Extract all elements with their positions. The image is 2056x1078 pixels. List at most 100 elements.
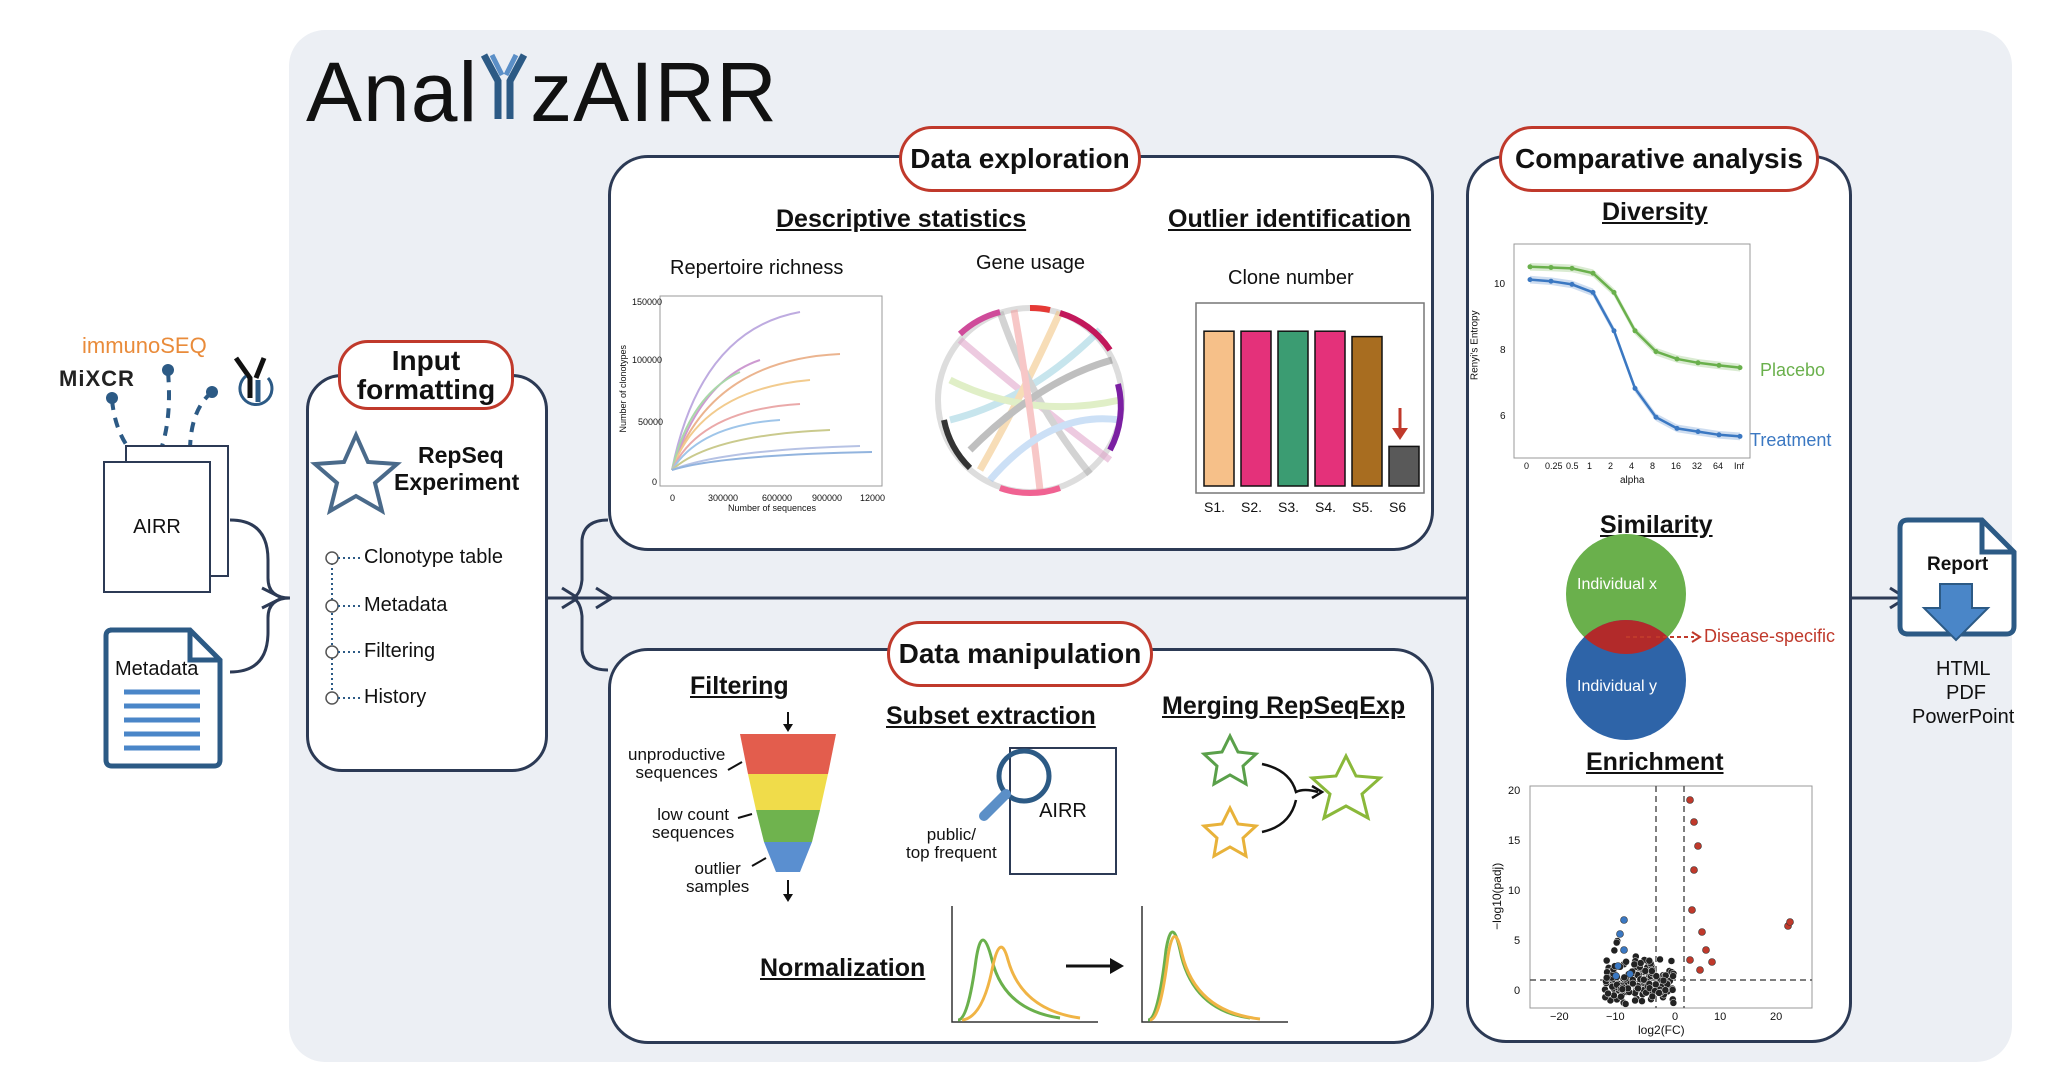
volcano-point — [1604, 989, 1612, 998]
placebo-point-6 — [1653, 349, 1659, 355]
subset-label-line2: top frequent — [906, 842, 997, 862]
div-xtick-7: 16 — [1671, 461, 1682, 471]
airr-doc-label: AIRR — [133, 515, 181, 538]
volcano-ytick-0: 20 — [1508, 785, 1521, 797]
treatment-point-10 — [1737, 433, 1743, 439]
placebo-point-1 — [1548, 264, 1554, 270]
volcano-xlabel: log2(FC) — [1638, 1023, 1685, 1037]
volcano-point — [1618, 985, 1627, 993]
richness-xtick-4: 12000 — [860, 493, 886, 503]
div-xtick-9: 64 — [1713, 461, 1724, 471]
mixcr-logo: MiXCR — [59, 366, 135, 391]
input-title-line2: formatting — [356, 374, 496, 405]
immunoseq-logo: immunoSEQ — [82, 333, 207, 358]
richness-title: Repertoire richness — [670, 257, 844, 279]
report-format-ppt: PowerPoint — [1912, 706, 2015, 728]
volcano-point-up — [1686, 796, 1694, 804]
volcano-xtick-4: 20 — [1770, 1011, 1783, 1023]
clone-xtick-2: S3. — [1278, 499, 1300, 515]
repseq-line2: Experiment — [394, 469, 520, 495]
volcano-point — [1669, 999, 1678, 1007]
similarity-heading: Similarity — [1600, 511, 1713, 539]
volcano-point — [1668, 986, 1677, 994]
richness-xtick-0: 0 — [670, 493, 676, 503]
div-xtick-0: 0 — [1524, 461, 1530, 471]
volcano-point-down — [1620, 916, 1628, 924]
volcano-ytick-2: 10 — [1508, 885, 1521, 897]
placebo-point-5 — [1632, 328, 1638, 334]
data-manipulation-title: Data manipulation — [887, 621, 1153, 687]
slot-metadata: Metadata — [364, 594, 448, 616]
data-exploration-title: Data exploration — [899, 126, 1141, 192]
volcano-point-up — [1696, 966, 1704, 974]
clone-bar-4 — [1314, 330, 1346, 487]
richness-ytick-2: 50000 — [638, 417, 664, 427]
filter-label-lowcount-line2: sequences — [652, 822, 735, 842]
volcano-point — [1634, 984, 1642, 993]
data-exploration-label: Data exploration — [910, 143, 1130, 175]
volcano-point-down — [1620, 946, 1628, 954]
volcano-ytick-1: 15 — [1508, 835, 1521, 847]
volcano-point-up — [1690, 866, 1698, 874]
volcano-point-up — [1686, 956, 1694, 964]
volcano-point — [1655, 989, 1663, 997]
clone-number-title: Clone number — [1228, 267, 1354, 289]
div-xtick-4: 2 — [1608, 461, 1614, 471]
volcano-point-up — [1690, 818, 1698, 826]
treatment-point-5 — [1632, 385, 1638, 391]
volcano-point-down — [1616, 930, 1624, 938]
volcano-point-up — [1688, 906, 1696, 914]
enrichment-heading: Enrichment — [1586, 748, 1724, 776]
airr-doc: AIRR — [103, 461, 211, 593]
div-ytick-1: 8 — [1500, 345, 1506, 356]
gene-usage-title: Gene usage — [976, 252, 1085, 274]
merging-heading: Merging RepSeqExp — [1162, 692, 1406, 720]
volcano-point — [1629, 979, 1637, 988]
placebo-point-9 — [1716, 362, 1722, 368]
volcano-point — [1617, 992, 1625, 1001]
volcano-xtick-3: 10 — [1714, 1011, 1727, 1023]
richness-xtick-3: 900000 — [812, 493, 843, 503]
filter-label-unproductive-line2: sequences — [635, 762, 718, 782]
volcano-point — [1645, 957, 1654, 965]
clone-bar-2 — [1240, 330, 1272, 487]
analyzairr-logo: Anal zAIRR — [306, 44, 778, 141]
volcano-point-up — [1694, 842, 1702, 850]
report-title: Report — [1927, 554, 1989, 575]
volcano-point — [1610, 946, 1619, 955]
report-format-html: HTML — [1936, 658, 1991, 680]
volcano-point — [1661, 986, 1670, 994]
placebo-point-7 — [1674, 356, 1680, 362]
filter-label-unproductive-line1: unproductive — [628, 745, 726, 764]
descriptive-statistics-heading: Descriptive statistics — [776, 205, 1027, 233]
richness-xtick-1: 300000 — [708, 493, 739, 503]
subset-label: public/top frequent — [906, 826, 997, 862]
volcano-point-down — [1614, 962, 1622, 970]
clone-xtick-3: S4. — [1315, 499, 1337, 515]
clone-xtick-1: S2. — [1241, 499, 1263, 515]
normalization-heading: Normalization — [760, 954, 926, 982]
placebo-point-8 — [1695, 360, 1701, 366]
volcano-point — [1620, 973, 1629, 982]
volcano-point — [1602, 973, 1611, 982]
richness-ytick-3: 0 — [652, 477, 658, 487]
data-manipulation-label: Data manipulation — [898, 638, 1142, 670]
div-ytick-2: 6 — [1500, 411, 1506, 422]
placebo-point-4 — [1611, 289, 1617, 295]
div-ytick-0: 10 — [1494, 279, 1506, 290]
richness-ytick-1: 100000 — [632, 355, 663, 365]
subset-airr-doc: AIRR — [1009, 747, 1117, 875]
treatment-point-2 — [1569, 281, 1575, 287]
comparative-analysis-label: Comparative analysis — [1515, 143, 1803, 175]
metadata-doc-label: Metadata — [115, 658, 199, 680]
